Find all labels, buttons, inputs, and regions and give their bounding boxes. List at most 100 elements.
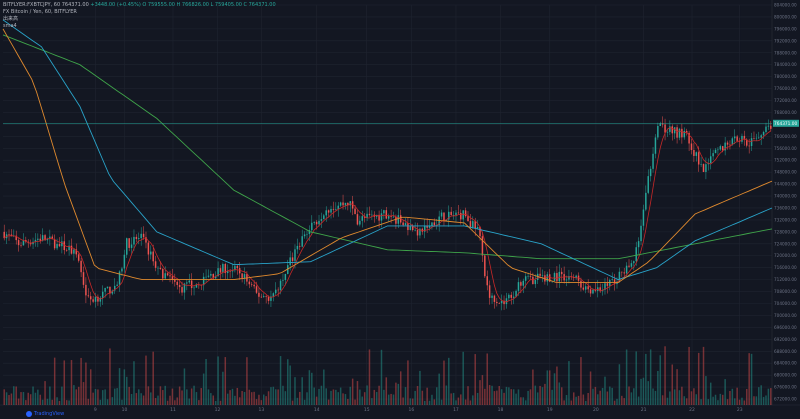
candle-body [111, 290, 114, 294]
volume-bar [560, 387, 563, 405]
candle-body [424, 225, 426, 232]
candle-body [546, 274, 549, 282]
y-tick-label: 748000.00 [774, 170, 797, 175]
volume-bar [395, 382, 397, 405]
x-tick-label: 14 [314, 407, 320, 413]
volume-bar [267, 391, 270, 405]
candle-body [10, 234, 13, 237]
volume-bar [409, 398, 412, 405]
candle-body [229, 271, 231, 272]
volume-bar [585, 400, 587, 405]
volume-bar [443, 360, 445, 405]
candle-body [486, 276, 488, 286]
volume-indicator-label[interactable]: 出来高 [3, 16, 19, 22]
volume-bar [258, 394, 260, 405]
candle-body [80, 260, 82, 273]
volume-bar [241, 390, 243, 405]
volume-bar [246, 357, 248, 405]
candle-body [157, 267, 159, 269]
candle-body [741, 135, 743, 142]
volume-bar [661, 395, 664, 405]
symbol-label[interactable]: BITFLYER:FXBTCJPY, 60 [3, 2, 61, 8]
volume-bar [37, 389, 39, 405]
volume-bar [162, 390, 164, 405]
volume-bar [765, 395, 767, 405]
candle-body [587, 286, 589, 290]
volume-bar [428, 400, 431, 405]
volume-bar [222, 371, 224, 405]
y-tick-label: 688000.00 [774, 349, 797, 354]
y-tick-label: 792000.00 [774, 38, 797, 43]
volume-bar [611, 387, 613, 405]
volume-bar [476, 392, 479, 405]
candle-body [529, 275, 532, 277]
volume-bar [190, 388, 193, 405]
candle-body [594, 289, 597, 291]
candle-body [265, 296, 267, 297]
candle-body [625, 265, 628, 274]
volume-bar [284, 391, 287, 405]
volume-bar [565, 395, 568, 405]
volume-bar [484, 388, 486, 405]
candle-body [342, 202, 344, 206]
volume-bar [373, 389, 376, 405]
candle-body [361, 216, 364, 221]
volume-bar [630, 392, 633, 405]
candle-body [585, 286, 587, 290]
volume-bar [731, 388, 734, 405]
volume-bar [128, 386, 130, 405]
candle-body [443, 212, 445, 221]
candle-body [685, 130, 688, 133]
volume-bar [202, 373, 205, 405]
volume-bar [142, 395, 145, 405]
y-tick-label: 772000.00 [774, 98, 797, 103]
x-tick-label: 22 [689, 407, 695, 413]
volume-bar [138, 389, 140, 405]
sma-indicator-label[interactable]: sma4 [3, 23, 17, 29]
candle-body [731, 138, 734, 145]
volume-bar [145, 355, 147, 405]
candle-body [659, 123, 661, 127]
volume-bar [308, 370, 311, 405]
volume-bar [303, 399, 306, 405]
volume-bar [325, 388, 327, 405]
volume-bar [635, 351, 637, 405]
candle-body [238, 268, 241, 274]
candle-body [383, 210, 385, 214]
volume-bar [599, 390, 601, 405]
volume-bar [3, 389, 5, 405]
volume-bar [387, 394, 390, 405]
candle-body [311, 222, 313, 231]
volume-bar [330, 390, 332, 405]
volume-bar [207, 389, 210, 405]
candle-body [770, 125, 772, 129]
candle-body [524, 276, 527, 281]
candle-body [284, 273, 287, 280]
volume-bar [503, 392, 505, 405]
volume-bar [448, 357, 450, 405]
volume-bar [500, 389, 503, 405]
volume-bar [356, 381, 359, 405]
candle-body [479, 226, 481, 237]
volume-bar [717, 400, 719, 405]
volume-bar [270, 387, 272, 405]
candle-body [296, 245, 299, 250]
candle-body [580, 280, 582, 288]
volume-bar [746, 388, 748, 405]
volume-bar [231, 388, 234, 405]
candle-body [65, 250, 68, 251]
volume-bar [457, 397, 460, 405]
candle-body [58, 244, 61, 247]
volume-bar [147, 386, 150, 405]
candle-body [493, 295, 496, 302]
candle-body [498, 303, 500, 304]
volume-bar [594, 386, 597, 405]
candle-body [621, 271, 623, 273]
candle-body [262, 296, 265, 298]
volume-bar [20, 392, 22, 405]
candle-body [392, 216, 395, 218]
volume-bar [659, 355, 661, 405]
candle-body [68, 245, 70, 251]
candle-body [681, 128, 683, 138]
